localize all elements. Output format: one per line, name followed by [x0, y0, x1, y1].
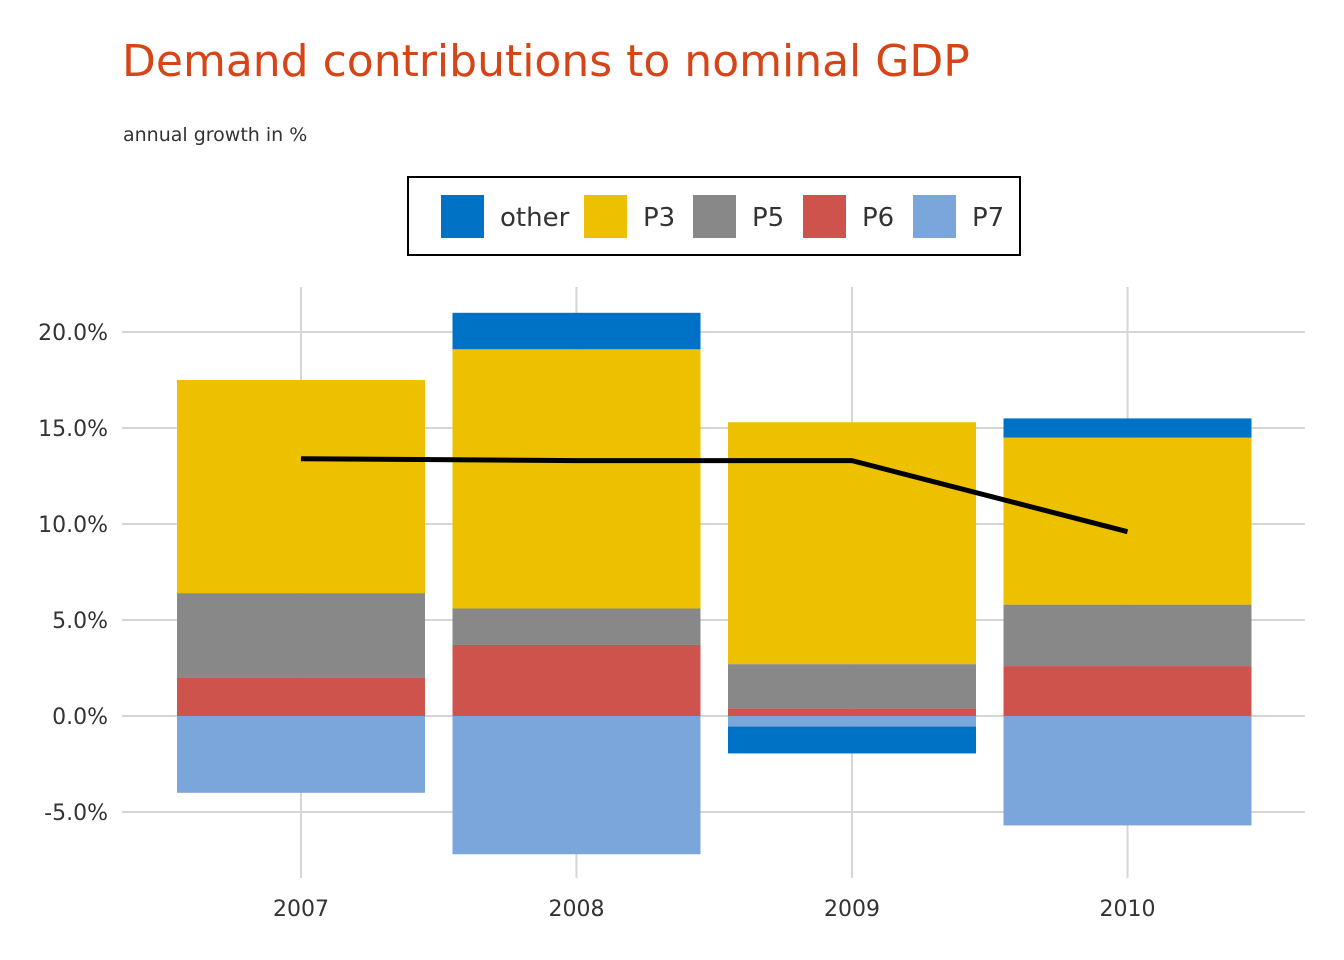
bar-P7 [1003, 716, 1252, 826]
x-tick-label: 2010 [1100, 897, 1156, 922]
bar-P7 [177, 716, 425, 793]
y-tick-label: 0.0% [52, 705, 108, 730]
chart-title: Demand contributions to nominal GDP [122, 36, 970, 87]
legend-label-P6: P6 [862, 203, 894, 233]
y-tick-label: 20.0% [38, 321, 108, 346]
legend-label-other: other [500, 203, 570, 233]
line-layer [300, 456, 1129, 535]
bars [177, 312, 1252, 855]
bar-P3 [1003, 437, 1252, 605]
bar-P5 [452, 608, 701, 645]
bar-P7 [728, 716, 976, 727]
axes: -5.0% 0.0% 5.0% 10.0% 15.0% 20.0% 2007 2008 2009… [38, 321, 1155, 922]
legend-label-P5: P5 [752, 203, 784, 233]
y-tick-label: 10.0% [38, 513, 108, 538]
bar-P5 [1003, 604, 1252, 667]
legend-swatch-P6 [803, 195, 846, 238]
bar-P5 [177, 593, 425, 678]
legend-swatch-other [441, 195, 484, 238]
y-tick-label: -5.0% [44, 801, 108, 826]
bar-P5 [728, 664, 976, 709]
bar-P6 [177, 677, 425, 716]
x-tick-label: 2009 [824, 897, 880, 922]
bar-other [452, 312, 701, 350]
x-tick-label: 2008 [549, 897, 605, 922]
legend-swatch-P7 [913, 195, 956, 238]
legend-label-P7: P7 [972, 203, 1004, 233]
legend-label-P3: P3 [643, 203, 675, 233]
chart-subtitle: annual growth in % [123, 124, 308, 146]
legend-swatch-P5 [693, 195, 736, 238]
bar-other [728, 726, 976, 754]
x-tick-label: 2007 [273, 897, 329, 922]
total-growth-line [300, 456, 1129, 535]
bar-P7 [452, 716, 701, 855]
bar-P6 [728, 708, 976, 716]
y-tick-label: 5.0% [52, 609, 108, 634]
y-tick-label: 15.0% [38, 417, 108, 442]
legend: other P3 P5 P6 P7 [407, 176, 1021, 256]
bar-P3 [452, 349, 701, 609]
bar-other [1003, 418, 1252, 438]
bar-P3 [177, 380, 425, 594]
bar-P6 [452, 644, 701, 716]
bar-P6 [1003, 666, 1252, 716]
legend-swatch-P3 [584, 195, 627, 238]
